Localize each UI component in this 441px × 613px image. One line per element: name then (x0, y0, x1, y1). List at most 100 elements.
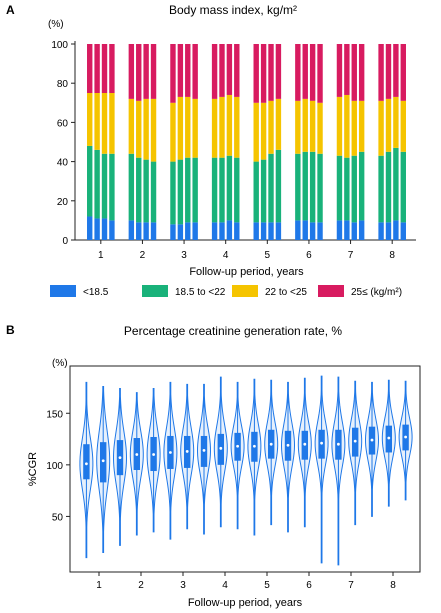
panel-a-bar-segment-4 (309, 44, 316, 101)
panel-a-bar-segment-1 (185, 222, 191, 240)
panel-a-bar-segment-1 (385, 222, 392, 240)
panel-a-bar-segment-1 (275, 222, 282, 240)
panel-a-title: Body mass index, kg/m² (169, 3, 297, 17)
legend-swatch (232, 285, 258, 297)
panel-a-bar-segment-1 (143, 222, 149, 240)
panel-a-bar-segment-3 (385, 98, 392, 152)
panel-b: B Percentage creatinine generation rate, … (6, 323, 421, 609)
panel-a-bar-segment-1 (226, 220, 233, 240)
legend-item: 18.5 to <22 (142, 285, 226, 298)
panel-a-bar-segment-4 (192, 44, 198, 99)
panel-a-bar-segment-4 (317, 44, 323, 103)
panel-a-bar-segment-2 (128, 153, 135, 221)
panel-a-bar-segment-2 (317, 153, 323, 223)
panel-a-bar-segment-3 (336, 96, 343, 156)
panel-a-bar-segment-4 (344, 44, 350, 95)
panel-a-bar-segment-1 (317, 222, 323, 240)
violin-median-dot (303, 442, 307, 446)
panel-a-bar-segment-2 (336, 155, 343, 221)
panel-a-bar-segment-4 (185, 44, 191, 97)
panel-a-bar-segment-1 (260, 222, 267, 240)
violin-median-dot (219, 446, 223, 450)
panel-a-bar-segment-2 (136, 157, 142, 223)
panel-a-bar-segment-4 (109, 44, 115, 93)
panel-a-bar-segment-2 (378, 155, 384, 223)
violin (364, 381, 380, 517)
panel-b-x-axis-title: Follow-up period, years (188, 597, 303, 609)
panel-b-x-tick-label: 8 (390, 580, 396, 591)
panel-a-bar-segment-2 (177, 159, 184, 225)
panel-a-bar-segment-4 (87, 44, 93, 93)
panel-a-bar-segment-1 (400, 222, 406, 240)
panel-a-bar-segment-2 (150, 161, 157, 223)
panel-b-x-tick-label: 3 (180, 580, 186, 591)
panel-b-letter: B (6, 323, 15, 337)
violin-median-dot (118, 456, 122, 460)
panel-a-bar-segment-4 (385, 44, 392, 99)
violin-median-dot (320, 441, 323, 445)
panel-a-bar-segment-2 (275, 149, 282, 223)
panel-a-bar-segment-3 (309, 100, 316, 152)
violin-median-dot (404, 435, 407, 439)
panel-a-bar-segment-4 (393, 44, 399, 97)
panel-a-bar-segment-4 (400, 44, 406, 101)
legend-label: 22 to <25 (265, 287, 307, 298)
panel-b-y-tick-label: 100 (46, 461, 63, 472)
panel-a-x-axis-title: Follow-up period, years (189, 266, 304, 278)
violin-median-dot (286, 443, 290, 447)
panel-a-bar-segment-2 (344, 157, 350, 221)
panel-a-bar-segment-4 (177, 44, 184, 97)
panel-a-bar-segment-3 (317, 102, 323, 154)
panel-b-y-tick-label: 150 (46, 409, 63, 420)
panel-a-bar-segment-1 (309, 222, 316, 240)
panel-a-bar-segment-3 (358, 100, 365, 152)
panel-a-y-tick-label: 80 (57, 79, 69, 90)
panel-a-bar-segment-2 (101, 153, 108, 219)
panel-a-bar-segment-3 (143, 98, 149, 160)
legend-label: <18.5 (83, 287, 109, 298)
panel-a-y-tick-label: 0 (62, 236, 68, 247)
violin-median-dot (101, 459, 105, 463)
violin (96, 385, 111, 554)
panel-a-bar-segment-2 (393, 147, 399, 221)
panel-a-bar-segment-4 (101, 44, 108, 93)
violin-iqr-box (83, 444, 90, 480)
panel-a-bar-segment-1 (211, 222, 218, 240)
panel-a-bar-segment-2 (351, 155, 357, 223)
panel-a-x-tick-label: 2 (140, 250, 146, 261)
legend-swatch (142, 285, 168, 297)
panel-a-bar-segment-4 (351, 44, 357, 101)
panel-a-bar-segment-4 (260, 44, 267, 103)
panel-a-bar-segment-3 (101, 93, 108, 154)
panel-a-x-tick-label: 4 (223, 250, 229, 261)
panel-a-bar-segment-3 (87, 93, 93, 146)
panel-a-bar-segment-3 (275, 98, 282, 150)
panel-a-bar-segment-4 (253, 44, 259, 103)
panel-a-bar-segment-2 (400, 151, 406, 223)
panel-b-y-unit: (%) (52, 358, 68, 369)
panel-a-x-tick-label: 7 (348, 250, 354, 261)
panel-a-bar-segment-1 (177, 224, 184, 240)
panel-a-bar-segment-4 (128, 44, 135, 99)
panel-a-letter: A (6, 3, 15, 17)
panel-a-bar-segment-3 (211, 98, 218, 158)
panel-a-bar-segment-1 (136, 222, 142, 240)
violin (146, 388, 161, 533)
panel-b-x-tick-label: 6 (306, 580, 312, 591)
panel-a-bar-segment-3 (295, 100, 301, 154)
panel-a-bar-segment-1 (268, 222, 274, 240)
panel-b-x-tick-label: 5 (264, 580, 270, 591)
panel-a-bar-segment-4 (336, 44, 343, 97)
panel-a-bar-segment-3 (393, 96, 399, 148)
panel-a-bar-segment-3 (109, 93, 115, 154)
panel-a-bar-segment-1 (150, 222, 157, 240)
panel-a-x-tick-label: 1 (98, 250, 104, 261)
violin (163, 381, 178, 540)
panel-b-y-axis-title: %CGR (27, 452, 39, 486)
panel-a-bar-segment-3 (128, 98, 135, 154)
panel-a-bar-segment-2 (211, 157, 218, 223)
violin (348, 380, 363, 526)
panel-a-bar-segment-1 (378, 222, 384, 240)
panel-a-bar-segment-2 (170, 161, 176, 225)
